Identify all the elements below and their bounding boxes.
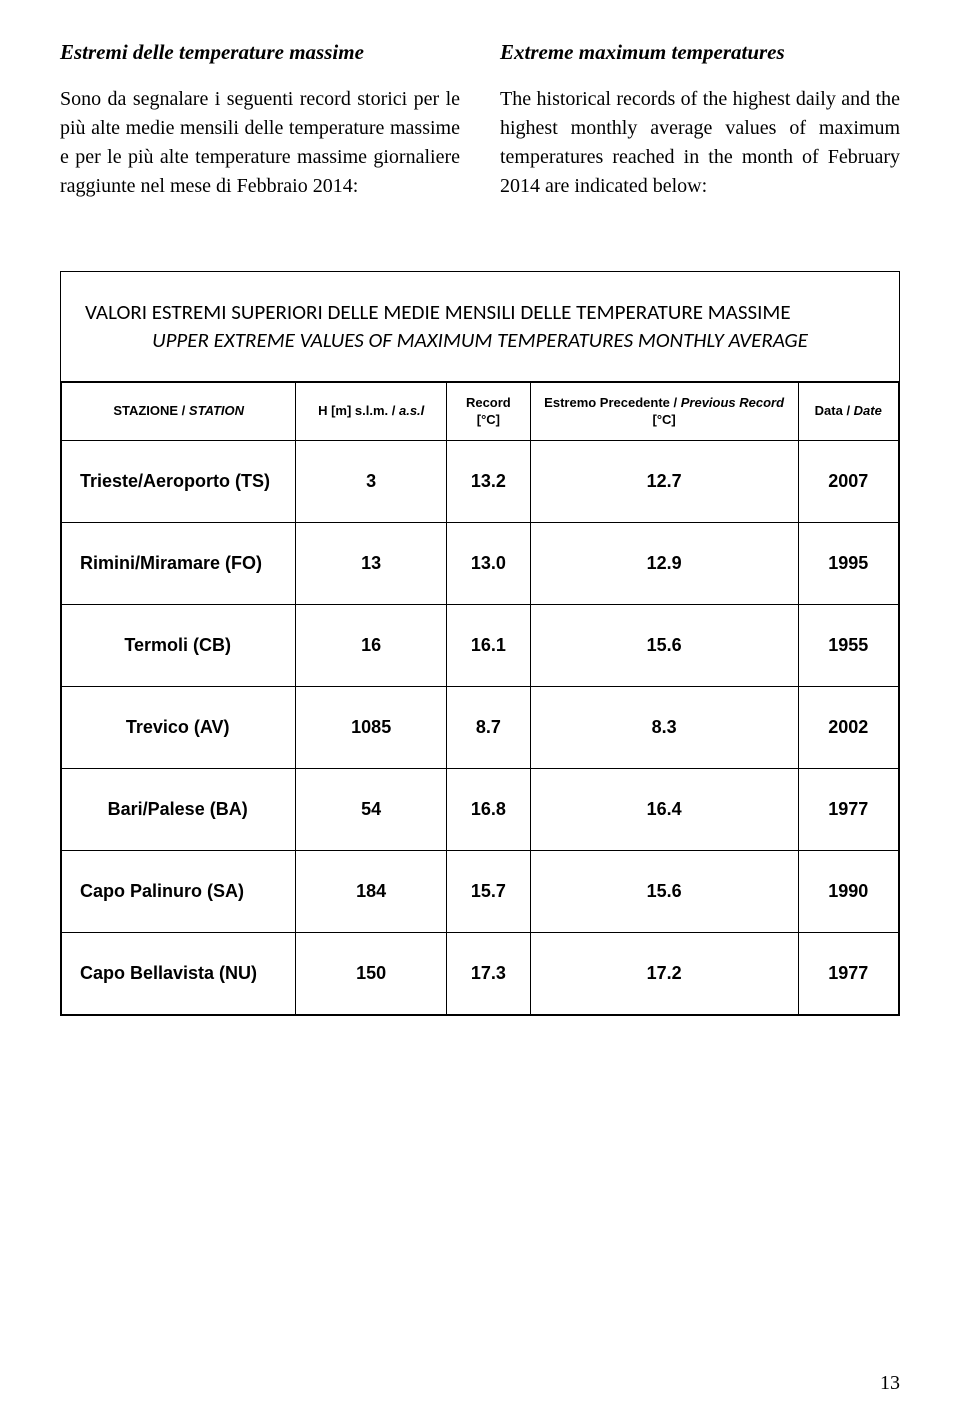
table-row: Trieste/Aeroporto (TS)313.212.72007 <box>62 441 899 523</box>
col-header-record: Record [°C] <box>447 382 531 441</box>
table-row: Capo Bellavista (NU)15017.317.21977 <box>62 933 899 1015</box>
cell-station: Bari/Palese (BA) <box>62 769 296 851</box>
table-row: Termoli (CB)1616.115.61955 <box>62 605 899 687</box>
cell-station: Trieste/Aeroporto (TS) <box>62 441 296 523</box>
cell-record: 8.7 <box>447 687 531 769</box>
cell-date: 1955 <box>798 605 898 687</box>
col-header-previous: Estremo Precedente / Previous Record [°C… <box>530 382 798 441</box>
cell-previous: 15.6 <box>530 605 798 687</box>
cell-date: 1990 <box>798 851 898 933</box>
cell-date: 1977 <box>798 769 898 851</box>
table-row: Bari/Palese (BA)5416.816.41977 <box>62 769 899 851</box>
cell-previous: 17.2 <box>530 933 798 1015</box>
body-italian: Sono da segnalare i seguenti record stor… <box>60 85 460 201</box>
col-header-h-it: a.s.l <box>399 403 424 418</box>
cell-station: Trevico (AV) <box>62 687 296 769</box>
cell-previous: 12.7 <box>530 441 798 523</box>
cell-previous: 15.6 <box>530 851 798 933</box>
heading-italian: Estremi delle temperature massime <box>60 40 460 65</box>
col-header-prev-l2: [°C] <box>652 412 675 427</box>
col-header-record-l1: Record <box>466 395 511 410</box>
body-english: The historical records of the highest da… <box>500 85 900 201</box>
cell-elevation: 3 <box>296 441 447 523</box>
cell-record: 13.2 <box>447 441 531 523</box>
table-row: Trevico (AV)10858.78.32002 <box>62 687 899 769</box>
col-header-elevation: H [m] s.l.m. / a.s.l <box>296 382 447 441</box>
records-table: STAZIONE / STATION H [m] s.l.m. / a.s.l … <box>61 382 899 1016</box>
table-title-english: UPPER EXTREME VALUES OF MAXIMUM TEMPERAT… <box>85 326 875 354</box>
cell-record: 13.0 <box>447 523 531 605</box>
cell-elevation: 16 <box>296 605 447 687</box>
cell-previous: 8.3 <box>530 687 798 769</box>
cell-record: 15.7 <box>447 851 531 933</box>
cell-station: Capo Bellavista (NU) <box>62 933 296 1015</box>
cell-record: 16.8 <box>447 769 531 851</box>
cell-station: Termoli (CB) <box>62 605 296 687</box>
cell-record: 16.1 <box>447 605 531 687</box>
col-header-date-it: Date <box>854 403 882 418</box>
col-header-prev-l1b: Previous Record <box>681 395 784 410</box>
cell-elevation: 184 <box>296 851 447 933</box>
cell-date: 2002 <box>798 687 898 769</box>
col-header-h-lbl: H [m] s.l.m. / <box>318 403 399 418</box>
cell-previous: 16.4 <box>530 769 798 851</box>
table-row: Capo Palinuro (SA)18415.715.61990 <box>62 851 899 933</box>
table-header-row: STAZIONE / STATION H [m] s.l.m. / a.s.l … <box>62 382 899 441</box>
cell-date: 2007 <box>798 441 898 523</box>
english-column: Extreme maximum temperatures The histori… <box>500 40 900 201</box>
page-number: 13 <box>880 1372 900 1395</box>
cell-station: Capo Palinuro (SA) <box>62 851 296 933</box>
records-table-container: VALORI ESTREMI SUPERIORI DELLE MEDIE MEN… <box>60 271 900 1016</box>
table-body: Trieste/Aeroporto (TS)313.212.72007Rimin… <box>62 441 899 1015</box>
table-title-cell: VALORI ESTREMI SUPERIORI DELLE MEDIE MEN… <box>61 272 899 382</box>
cell-date: 1995 <box>798 523 898 605</box>
cell-elevation: 54 <box>296 769 447 851</box>
cell-previous: 12.9 <box>530 523 798 605</box>
col-header-station-it: STATION <box>189 403 244 418</box>
col-header-record-l2: [°C] <box>477 412 500 427</box>
cell-elevation: 13 <box>296 523 447 605</box>
cell-station: Rimini/Miramare (FO) <box>62 523 296 605</box>
col-header-date: Data / Date <box>798 382 898 441</box>
italian-column: Estremi delle temperature massime Sono d… <box>60 40 460 201</box>
col-header-station-lbl: STAZIONE / <box>113 403 189 418</box>
table-row: Rimini/Miramare (FO)1313.012.91995 <box>62 523 899 605</box>
table-title-italian: VALORI ESTREMI SUPERIORI DELLE MEDIE MEN… <box>85 298 875 326</box>
heading-english: Extreme maximum temperatures <box>500 40 900 65</box>
col-header-station: STAZIONE / STATION <box>62 382 296 441</box>
cell-elevation: 1085 <box>296 687 447 769</box>
cell-record: 17.3 <box>447 933 531 1015</box>
cell-date: 1977 <box>798 933 898 1015</box>
intro-columns: Estremi delle temperature massime Sono d… <box>60 40 900 201</box>
cell-elevation: 150 <box>296 933 447 1015</box>
col-header-prev-l1a: Estremo Precedente / <box>544 395 681 410</box>
col-header-date-lbl: Data / <box>815 403 854 418</box>
